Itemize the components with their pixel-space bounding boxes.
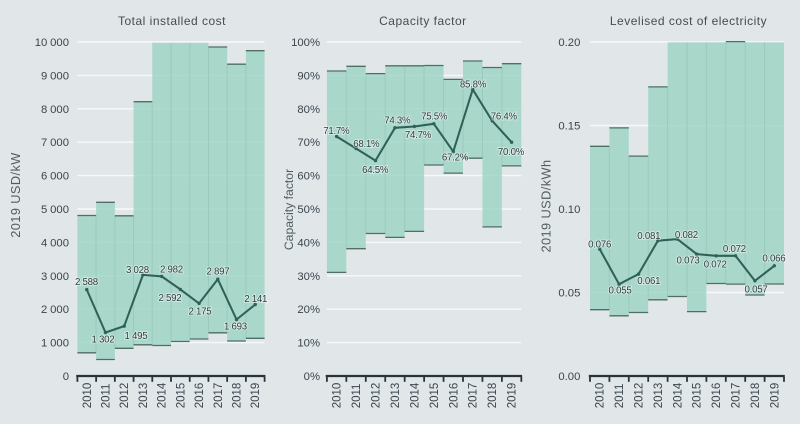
svg-text:2010: 2010 — [595, 383, 607, 409]
svg-text:0.072: 0.072 — [704, 259, 727, 270]
svg-text:2016: 2016 — [711, 383, 723, 409]
svg-text:68.1%: 68.1% — [353, 139, 380, 150]
svg-text:0.00: 0.00 — [558, 371, 580, 383]
svg-text:60%: 60% — [297, 171, 320, 183]
svg-text:80%: 80% — [297, 104, 320, 116]
svg-text:1 495: 1 495 — [125, 331, 148, 342]
svg-text:1 302: 1 302 — [92, 335, 115, 346]
svg-text:Levelised cost of electricity: Levelised cost of electricity — [610, 14, 767, 28]
svg-text:2 897: 2 897 — [207, 266, 230, 277]
svg-text:2014: 2014 — [409, 382, 421, 408]
svg-text:0.066: 0.066 — [762, 254, 785, 265]
svg-text:0.072: 0.072 — [723, 244, 746, 255]
svg-text:70%: 70% — [297, 137, 320, 149]
svg-text:64.5%: 64.5% — [362, 165, 389, 176]
svg-text:2018: 2018 — [487, 383, 499, 409]
svg-text:2014: 2014 — [157, 382, 169, 408]
svg-text:2017: 2017 — [213, 383, 225, 409]
svg-text:8 000: 8 000 — [41, 104, 69, 116]
svg-text:2 592: 2 592 — [159, 293, 182, 304]
svg-text:7 000: 7 000 — [41, 137, 69, 149]
svg-text:67.2%: 67.2% — [442, 153, 469, 164]
svg-text:2015: 2015 — [429, 383, 441, 409]
svg-text:0: 0 — [63, 371, 69, 383]
svg-text:1 693: 1 693 — [224, 321, 247, 332]
svg-text:2 175: 2 175 — [189, 306, 212, 317]
svg-text:2017: 2017 — [731, 383, 743, 409]
svg-text:0.055: 0.055 — [609, 286, 632, 297]
svg-text:Capacity factor: Capacity factor — [379, 14, 467, 28]
svg-text:40%: 40% — [297, 237, 320, 249]
svg-text:Total installed cost: Total installed cost — [118, 14, 226, 28]
svg-text:74.3%: 74.3% — [384, 116, 411, 127]
svg-text:2 588: 2 588 — [75, 277, 98, 288]
svg-text:71.7%: 71.7% — [323, 126, 350, 137]
svg-text:10 000: 10 000 — [35, 37, 69, 49]
svg-text:9 000: 9 000 — [41, 70, 69, 82]
svg-text:50%: 50% — [297, 204, 320, 216]
svg-text:2013: 2013 — [138, 383, 150, 409]
svg-text:2016: 2016 — [194, 383, 206, 409]
svg-text:2 141: 2 141 — [244, 294, 267, 305]
svg-text:2018: 2018 — [750, 383, 762, 409]
svg-text:0.081: 0.081 — [637, 231, 660, 242]
svg-text:5 000: 5 000 — [41, 204, 69, 216]
svg-text:2011: 2011 — [614, 384, 626, 409]
svg-text:0.10: 0.10 — [558, 204, 580, 216]
svg-text:6 000: 6 000 — [41, 171, 69, 183]
svg-text:3 000: 3 000 — [41, 271, 69, 283]
svg-text:2 982: 2 982 — [160, 265, 183, 276]
svg-text:90%: 90% — [297, 70, 320, 82]
svg-text:0.05: 0.05 — [558, 288, 580, 300]
svg-text:2019 USD/kWh: 2019 USD/kWh — [539, 160, 554, 253]
svg-text:85.8%: 85.8% — [460, 79, 487, 90]
svg-text:75.5%: 75.5% — [421, 112, 448, 123]
svg-text:70.0%: 70.0% — [498, 147, 525, 158]
svg-text:2019: 2019 — [769, 383, 781, 409]
svg-text:30%: 30% — [297, 271, 320, 283]
svg-text:20%: 20% — [297, 304, 320, 316]
svg-text:2012: 2012 — [371, 383, 383, 409]
svg-text:0.15: 0.15 — [558, 121, 580, 133]
svg-text:2018: 2018 — [232, 383, 244, 409]
svg-text:2016: 2016 — [448, 383, 460, 409]
svg-text:2010: 2010 — [332, 383, 344, 409]
svg-text:100%: 100% — [291, 37, 320, 49]
svg-text:0%: 0% — [304, 371, 320, 383]
svg-text:0.057: 0.057 — [745, 285, 768, 296]
svg-text:2011: 2011 — [100, 384, 112, 409]
svg-text:0.082: 0.082 — [675, 230, 698, 241]
svg-text:0.20: 0.20 — [558, 37, 580, 49]
svg-text:4 000: 4 000 — [41, 237, 69, 249]
svg-text:74.7%: 74.7% — [405, 130, 432, 141]
svg-text:0.076: 0.076 — [588, 239, 611, 250]
svg-text:2012: 2012 — [119, 383, 131, 409]
svg-text:2 000: 2 000 — [41, 304, 69, 316]
svg-text:2013: 2013 — [653, 383, 665, 409]
svg-text:2019: 2019 — [250, 383, 262, 409]
svg-text:2015: 2015 — [692, 383, 704, 409]
svg-text:0.073: 0.073 — [677, 255, 700, 266]
svg-text:Capacity factor: Capacity factor — [282, 169, 296, 250]
svg-text:2019 USD/kW: 2019 USD/kW — [8, 152, 23, 238]
svg-text:2019: 2019 — [507, 383, 519, 409]
svg-text:3 028: 3 028 — [126, 265, 149, 276]
svg-text:1 000: 1 000 — [41, 338, 69, 350]
svg-text:2015: 2015 — [175, 383, 187, 409]
svg-text:2014: 2014 — [672, 382, 684, 408]
svg-text:2010: 2010 — [82, 383, 94, 409]
svg-text:76.4%: 76.4% — [491, 111, 518, 122]
svg-text:10%: 10% — [297, 338, 320, 350]
svg-text:0.061: 0.061 — [637, 276, 660, 287]
svg-text:2013: 2013 — [390, 383, 402, 409]
svg-text:2017: 2017 — [468, 383, 480, 409]
svg-text:2011: 2011 — [351, 384, 363, 409]
svg-text:2012: 2012 — [634, 383, 646, 409]
